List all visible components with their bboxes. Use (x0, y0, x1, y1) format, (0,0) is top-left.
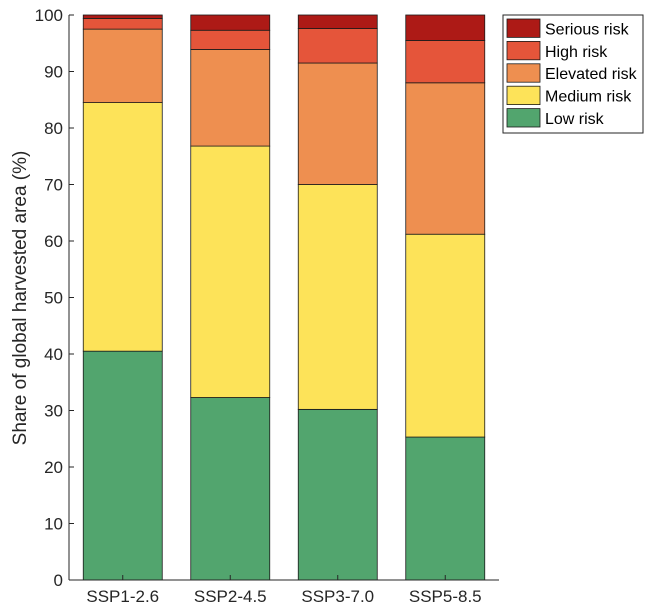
y-tick-label: 40 (44, 345, 63, 364)
y-tick-label: 100 (35, 6, 63, 25)
legend-swatch-medium-risk (506, 85, 541, 105)
y-tick-label: 0 (54, 571, 63, 590)
y-tick-label: 20 (44, 458, 63, 477)
bar-segment-medium-risk-ssp1-2.6 (82, 102, 163, 352)
bars-group (82, 14, 486, 581)
y-tick-label: 60 (44, 232, 63, 251)
y-axis-title: Share of global harvested area (%) (10, 151, 31, 446)
y-tick-label: 30 (44, 402, 63, 421)
bar-segment-low-risk-ssp5-8.5 (405, 436, 486, 581)
bar-segment-elevated-risk-ssp2-4.5 (190, 49, 271, 147)
bar-segment-elevated-risk-ssp3-7.0 (297, 62, 378, 185)
bar-segment-high-risk-ssp2-4.5 (190, 29, 271, 50)
bar-segment-serious-risk-ssp2-4.5 (190, 14, 271, 31)
legend-label-high-risk: High risk (545, 44, 608, 61)
legend-swatch-elevated-risk (506, 63, 541, 83)
legend-swatch-serious-risk (506, 18, 541, 38)
bar-segment-low-risk-ssp3-7.0 (297, 408, 378, 581)
legend-swatch-high-risk (506, 41, 541, 61)
axes-group: 0 10 20 30 40 50 60 70 80 90 100 SSP1-2.6 SSP2-4.5 SS… (35, 6, 499, 606)
y-tick-label: 10 (44, 515, 63, 534)
bar-segment-serious-risk-ssp1-2.6 (82, 14, 163, 19)
bar-segment-serious-risk-ssp3-7.0 (297, 14, 378, 29)
x-tick-label: SSP3-7.0 (301, 587, 374, 606)
x-tick-label: SSP2-4.5 (194, 587, 267, 606)
bar-segment-high-risk-ssp1-2.6 (82, 17, 163, 30)
bar-segment-high-risk-ssp3-7.0 (297, 28, 378, 64)
bar-segment-medium-risk-ssp3-7.0 (297, 184, 378, 410)
bar-segment-serious-risk-ssp5-8.5 (405, 14, 486, 41)
bar-segment-medium-risk-ssp5-8.5 (405, 233, 486, 438)
x-tick-label: SSP1-2.6 (86, 587, 159, 606)
bar-segment-low-risk-ssp1-2.6 (82, 350, 163, 581)
bar-segment-elevated-risk-ssp1-2.6 (82, 28, 163, 103)
y-tick-label: 70 (44, 176, 63, 195)
bar-segment-high-risk-ssp5-8.5 (405, 40, 486, 84)
legend-label-low-risk: Low risk (545, 111, 605, 128)
bar-segment-medium-risk-ssp2-4.5 (190, 145, 271, 398)
bar-segment-elevated-risk-ssp5-8.5 (405, 82, 486, 235)
legend-swatch-low-risk (506, 108, 541, 128)
y-tick-label: 80 (44, 119, 63, 138)
y-tick-label: 90 (44, 63, 63, 82)
x-tick-label: SSP5-8.5 (409, 587, 482, 606)
legend: Serious risk High risk Elevated risk Medium… (502, 14, 644, 134)
legend-label-elevated-risk: Elevated risk (545, 66, 638, 83)
y-tick-label: 50 (44, 289, 63, 308)
bar-segment-low-risk-ssp2-4.5 (190, 397, 271, 581)
legend-label-medium-risk: Medium risk (545, 89, 632, 106)
legend-label-serious-risk: Serious risk (545, 21, 630, 38)
